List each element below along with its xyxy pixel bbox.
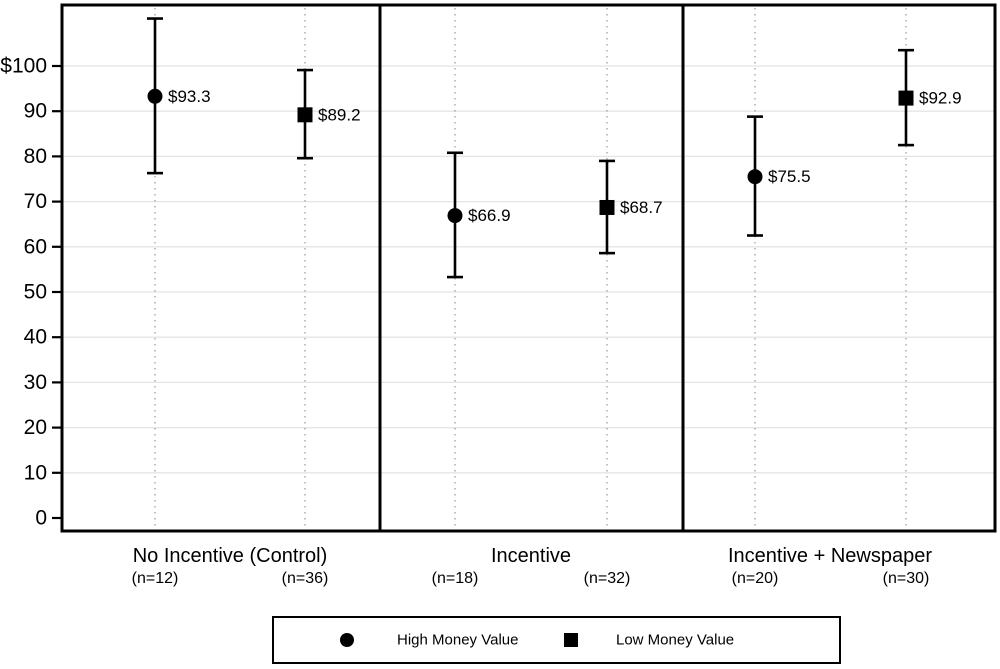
plot-border <box>60 3 997 533</box>
point-value-label: $66.9 <box>468 206 511 225</box>
n-count-label: (n=36) <box>282 570 329 587</box>
y-tick-label: 50 <box>24 281 47 304</box>
y-tick-label: $100 <box>0 55 47 78</box>
marker-circle <box>147 88 163 104</box>
point-value-label: $68.7 <box>620 198 663 217</box>
legend-label: Low Money Value <box>616 632 734 649</box>
point-value-label: $75.5 <box>768 167 811 186</box>
n-count-label: (n=18) <box>432 570 479 587</box>
marker-square <box>297 107 313 123</box>
n-count-label: (n=20) <box>732 570 779 587</box>
point-value-label: $92.9 <box>919 89 962 108</box>
marker-square <box>599 199 615 215</box>
marker-circle <box>447 208 463 224</box>
point-value-label: $89.2 <box>318 105 361 124</box>
y-tick-label: 90 <box>24 100 47 123</box>
category-label: Incentive + Newspaper <box>728 545 932 567</box>
legend-circle-icon <box>340 633 354 647</box>
category-label: Incentive <box>491 545 571 567</box>
marker-circle <box>747 169 763 185</box>
y-tick-label: 70 <box>24 190 47 213</box>
y-tick-label: 0 <box>35 507 47 530</box>
y-tick-label: 20 <box>24 416 47 439</box>
y-tick-label: 30 <box>24 371 47 394</box>
y-tick-label: 80 <box>24 145 47 168</box>
y-tick-label: 10 <box>24 461 47 484</box>
y-tick-label: 40 <box>24 326 47 349</box>
y-tick-label: 60 <box>24 235 47 258</box>
category-label: No Incentive (Control) <box>133 545 328 567</box>
legend-label: High Money Value <box>397 632 518 649</box>
point-value-label: $93.3 <box>168 87 211 106</box>
legend-box <box>272 616 841 664</box>
n-count-label: (n=30) <box>883 570 930 587</box>
legend-square-icon <box>564 633 578 647</box>
n-count-label: (n=32) <box>584 570 631 587</box>
marker-square <box>898 90 914 106</box>
n-count-label: (n=12) <box>132 570 179 587</box>
